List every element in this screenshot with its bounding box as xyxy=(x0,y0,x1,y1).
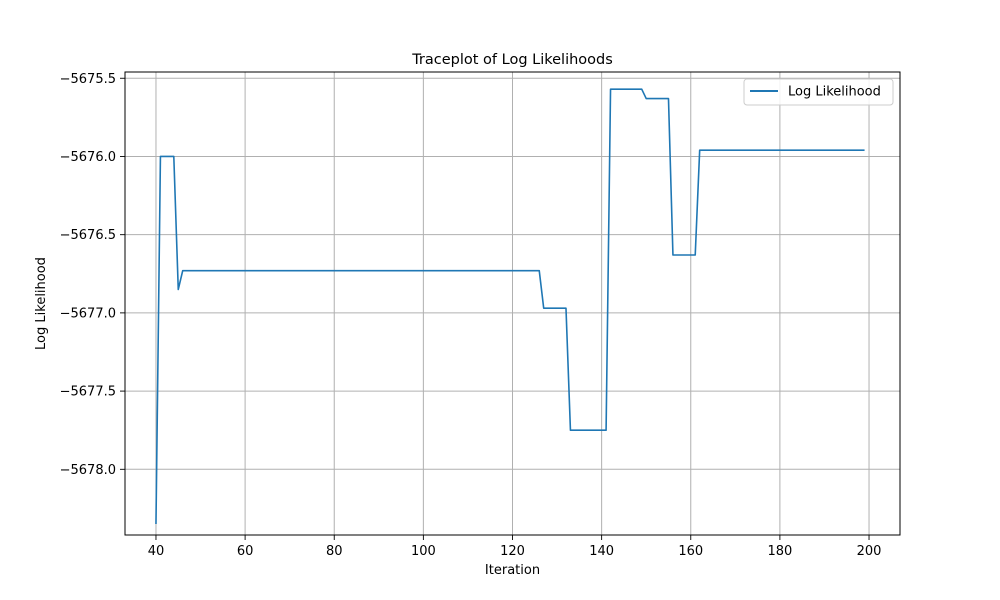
x-axis-label: Iteration xyxy=(485,563,540,578)
x-tick-label: 140 xyxy=(589,544,614,559)
x-tick-label: 160 xyxy=(678,544,703,559)
y-axis: −5678.0 −5677.5 −5677.0 −5676.5 −5676.0 −5675… xyxy=(60,72,125,478)
legend: Log Likelihood xyxy=(743,78,894,106)
x-tick-label: 80 xyxy=(326,544,343,559)
series-line-log-likelihood xyxy=(155,88,865,525)
y-tick-label: −5677.5 xyxy=(60,385,116,400)
y-tick-label: −5678.0 xyxy=(60,463,116,478)
y-axis-label: Log Likelihood xyxy=(34,257,49,350)
grid-lines xyxy=(125,72,900,535)
x-axis: 40 60 80 100 120 140 160 180 200 xyxy=(148,535,882,559)
y-tick-label: −5675.5 xyxy=(60,72,116,87)
y-tick-label: −5677.0 xyxy=(60,306,116,321)
y-tick-label: −5676.0 xyxy=(60,150,116,165)
x-tick-label: 60 xyxy=(237,544,254,559)
legend-box xyxy=(743,78,894,106)
y-tick-label: −5676.5 xyxy=(60,228,116,243)
x-tick-label: 100 xyxy=(411,544,436,559)
legend-label: Log Likelihood xyxy=(788,85,881,100)
x-tick-label: 180 xyxy=(767,544,792,559)
x-tick-label: 40 xyxy=(148,544,165,559)
series-layer xyxy=(155,88,865,525)
x-tick-label: 200 xyxy=(857,544,882,559)
x-tick-label: 120 xyxy=(500,544,525,559)
chart-title: Traceplot of Log Likelihoods xyxy=(411,52,613,68)
